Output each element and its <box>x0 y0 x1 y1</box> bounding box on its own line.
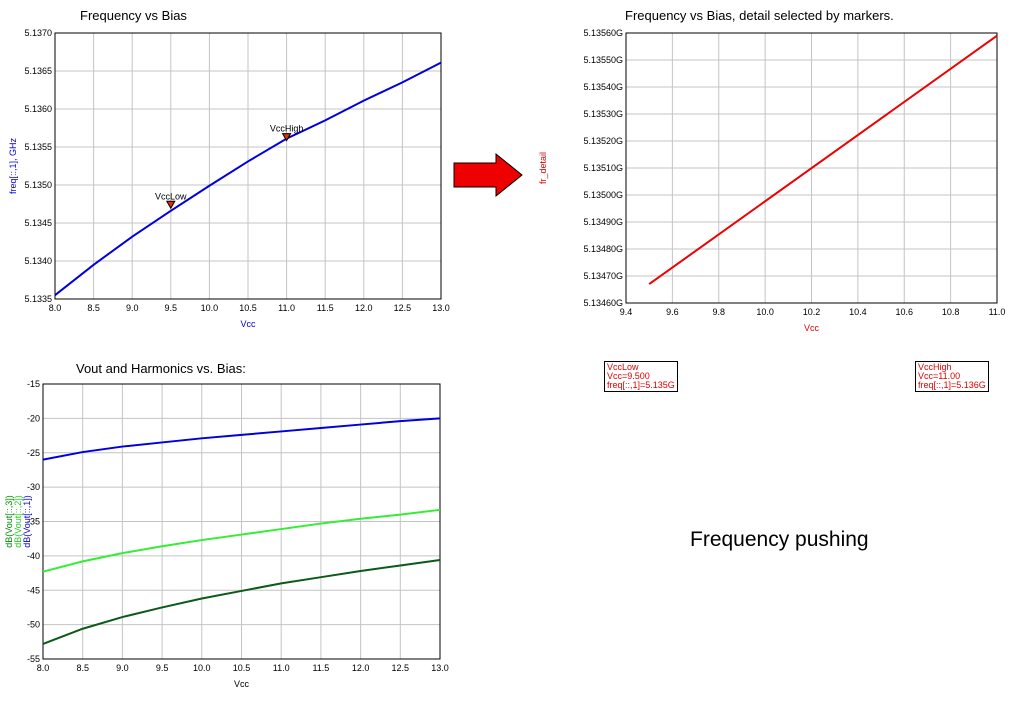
x-tick-label: 9.5 <box>156 663 169 673</box>
y-tick-label: 5.13550G <box>583 55 623 65</box>
readout-freq: freq[::,1]=5.135G <box>607 380 675 390</box>
x-tick-label: 11.5 <box>312 663 329 673</box>
frequency-detail-chart: Frequency vs Bias, detail selected by ma… <box>538 8 1006 333</box>
x-tick-label: 10.6 <box>895 307 913 317</box>
x-tick-label: 8.0 <box>49 303 62 313</box>
readout-freq: freq[::,1]=5.136G <box>918 380 986 390</box>
series-line-2 <box>42 559 441 645</box>
x-tick-label: 10.8 <box>942 307 960 317</box>
series-line-0 <box>42 417 441 461</box>
y-tick-label: 5.1360 <box>24 104 52 114</box>
y-tick-label: -20 <box>27 413 40 423</box>
x-tick-label: 12.5 <box>394 303 412 313</box>
y-tick-label: -55 <box>27 654 40 664</box>
x-tick-label: 9.0 <box>126 303 139 313</box>
readout-name: VccHigh <box>918 362 952 372</box>
x-tick-label: 10.4 <box>849 307 867 317</box>
marker-readout-vcclow[interactable]: VccLow Vcc=9.500 freq[::,1]=5.135G <box>604 361 678 392</box>
y-tick-label: -40 <box>27 551 40 561</box>
marker-triangle <box>165 200 176 210</box>
plot-frame <box>42 383 441 660</box>
y-tick-label: 5.13530G <box>583 109 623 119</box>
marker-readout-vcchigh[interactable]: VccHigh Vcc=11.00 freq[::,1]=5.136G <box>915 361 989 392</box>
x-tick-label: 11.0 <box>273 663 290 673</box>
x-tick-label: 10.5 <box>239 303 257 313</box>
chart-title: Vout and Harmonics vs. Bias: <box>76 361 246 376</box>
y-tick-label: 5.13510G <box>583 163 623 173</box>
y-tick-label: 5.1340 <box>24 256 52 266</box>
y-tick-label: 5.1335 <box>24 294 52 304</box>
vout-harmonics-chart: Vout and Harmonics vs. Bias: 8.0 8.5 9.0 9.5… <box>4 361 449 689</box>
marker-label: VccHigh <box>270 124 304 134</box>
caption-text: Frequency pushing <box>690 528 869 551</box>
y-axis-label: fr_detail <box>538 152 548 184</box>
x-tick-label: 12.5 <box>392 663 410 673</box>
series-line-1 <box>42 508 441 573</box>
y-tick-label: -50 <box>27 620 40 630</box>
y-tick-label: 5.13460G <box>583 298 623 308</box>
x-tick-label: 10.2 <box>803 307 821 317</box>
x-tick-label: 9.5 <box>165 303 178 313</box>
plot-frame <box>54 32 442 300</box>
chart-title: Frequency vs Bias, detail selected by ma… <box>625 8 894 23</box>
y-tick-label: 5.1345 <box>24 218 52 228</box>
x-tick-label: 9.6 <box>666 307 679 317</box>
y-axis-label: freq[::,1], GHz <box>8 137 18 194</box>
x-tick-label: 10.0 <box>193 663 211 673</box>
series-line-0 <box>648 34 998 285</box>
x-axis-label: Vcc <box>804 323 820 333</box>
y-tick-label: 5.1355 <box>24 142 52 152</box>
y-tick-label: 5.1350 <box>24 180 52 190</box>
y-tick-label: 5.13520G <box>583 136 623 146</box>
y-tick-label: 5.13470G <box>583 271 623 281</box>
y-tick-label: 5.13480G <box>583 244 623 254</box>
x-tick-label: 11.0 <box>278 303 295 313</box>
y-tick-label: -15 <box>27 379 40 389</box>
y-axis-label-1: dB(Vout[::,3]) <box>4 495 14 548</box>
x-tick-label: 9.4 <box>620 307 633 317</box>
frequency-vs-bias-chart: Frequency vs Bias 8.0 8.5 9.0 9.5 10.0 10.5 11.… <box>8 8 450 329</box>
x-tick-label: 11.5 <box>317 303 334 313</box>
x-tick-label: 10.5 <box>233 663 251 673</box>
y-tick-label: -45 <box>27 585 40 595</box>
x-tick-label: 12.0 <box>355 303 373 313</box>
plot-frame <box>625 32 998 304</box>
y-tick-label: 5.1370 <box>24 28 52 38</box>
x-tick-label: 13.0 <box>431 663 449 673</box>
y-tick-label: 5.1365 <box>24 66 52 76</box>
y-tick-label: 5.13560G <box>583 28 623 38</box>
x-axis-label: Vcc <box>240 319 256 329</box>
y-tick-label: 5.13500G <box>583 190 623 200</box>
marker-label: VccLow <box>155 191 187 201</box>
y-axis-label-2: dB(Vout[::,2]) <box>13 495 23 548</box>
series-line-0 <box>54 61 442 296</box>
arrow-right-icon <box>453 152 523 198</box>
y-tick-label: -35 <box>27 517 40 527</box>
y-tick-label: 5.13490G <box>583 217 623 227</box>
x-tick-label: 8.0 <box>37 663 50 673</box>
x-tick-label: 13.0 <box>432 303 450 313</box>
chart-title: Frequency vs Bias <box>80 8 187 23</box>
readout-vcc: Vcc=11.00 <box>918 371 961 381</box>
x-tick-label: 8.5 <box>87 303 100 313</box>
y-tick-label: -25 <box>27 448 40 458</box>
readout-vcc: Vcc=9.500 <box>607 371 650 381</box>
x-tick-label: 10.0 <box>201 303 219 313</box>
y-tick-label: -30 <box>27 482 40 492</box>
x-tick-label: 12.0 <box>352 663 370 673</box>
y-tick-label: 5.13540G <box>583 82 623 92</box>
y-axis-label-3: dB(Vout[::,1]) <box>22 495 32 548</box>
x-tick-label: 9.8 <box>712 307 725 317</box>
x-tick-label: 8.5 <box>76 663 89 673</box>
x-tick-label: 11.0 <box>989 307 1006 317</box>
marker-triangle <box>281 133 292 142</box>
x-tick-label: 9.0 <box>116 663 129 673</box>
x-tick-label: 10.0 <box>756 307 774 317</box>
readout-name: VccLow <box>607 362 639 372</box>
x-axis-label: Vcc <box>234 679 250 689</box>
